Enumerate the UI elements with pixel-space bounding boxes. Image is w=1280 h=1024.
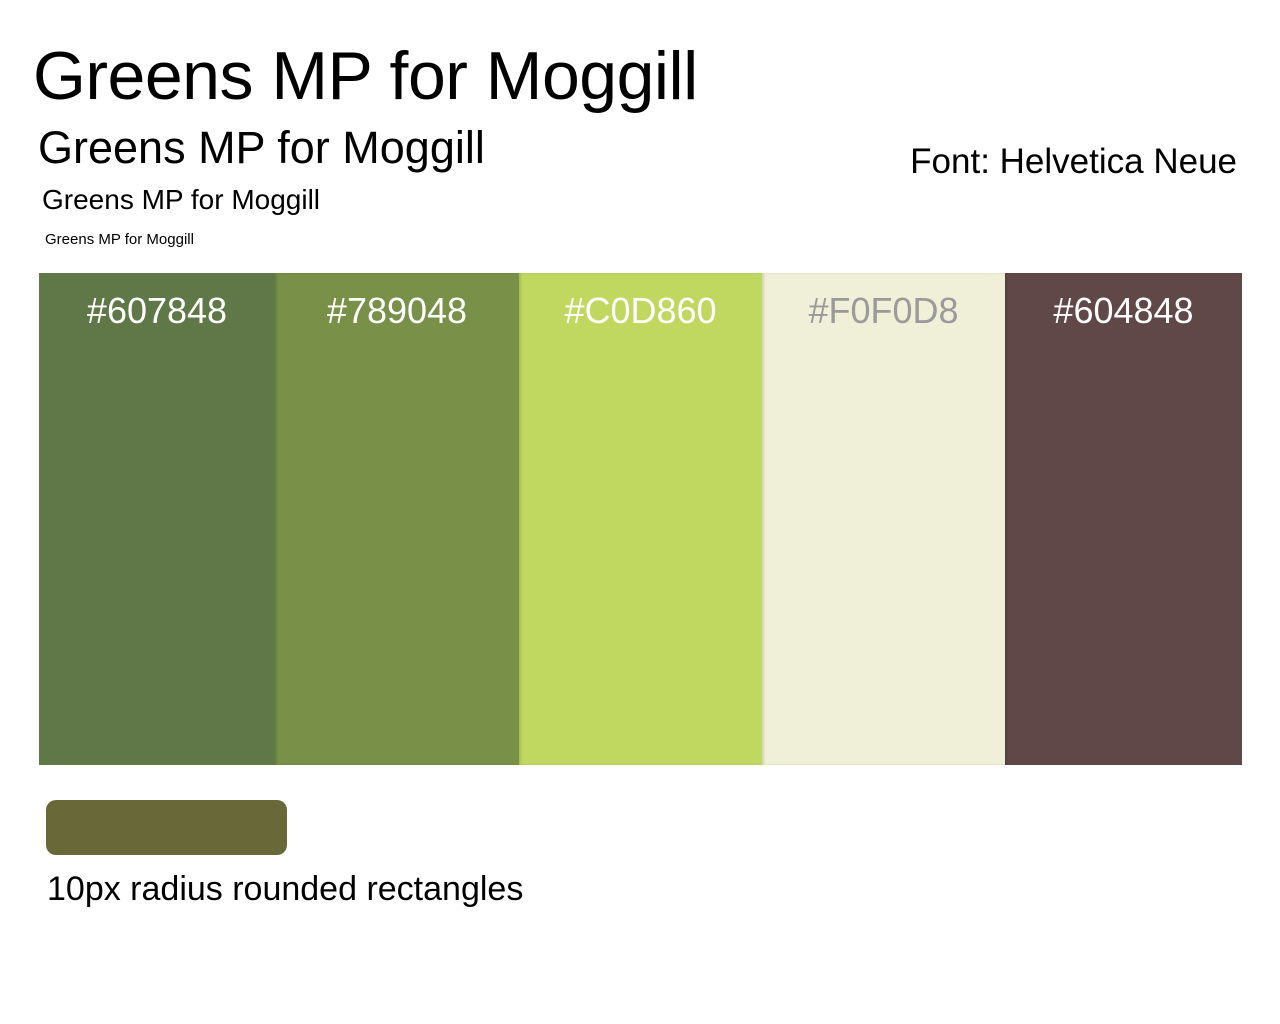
heading-small: Greens MP for Moggill — [45, 231, 194, 248]
color-swatch: #F0F0D8 — [762, 273, 1005, 765]
color-swatch: #607848 — [39, 273, 275, 765]
swatch-hex-label: #789048 — [326, 290, 468, 331]
heading-extra-large: Greens MP for Moggill — [33, 38, 698, 114]
color-palette: #607848 #789048 #C0D860 #F0F0D8 #604848 — [39, 273, 1242, 765]
swatch-hex-label: #604848 — [1053, 290, 1194, 331]
heading-medium: Greens MP for Moggill — [42, 184, 321, 215]
rounded-rectangle-caption: 10px radius rounded rectangles — [47, 870, 524, 908]
color-swatch: #C0D860 — [519, 273, 762, 765]
font-note: Font: Helvetica Neue — [910, 142, 1237, 181]
heading-large: Greens MP for Moggill — [38, 122, 485, 173]
swatch-hex-label: #F0F0D8 — [808, 290, 959, 331]
color-swatch: #604848 — [1005, 273, 1242, 765]
color-swatch: #789048 — [275, 273, 519, 765]
swatch-hex-label: #607848 — [86, 290, 228, 331]
swatch-hex-label: #C0D860 — [564, 290, 717, 331]
rounded-rectangle-sample — [46, 800, 287, 855]
